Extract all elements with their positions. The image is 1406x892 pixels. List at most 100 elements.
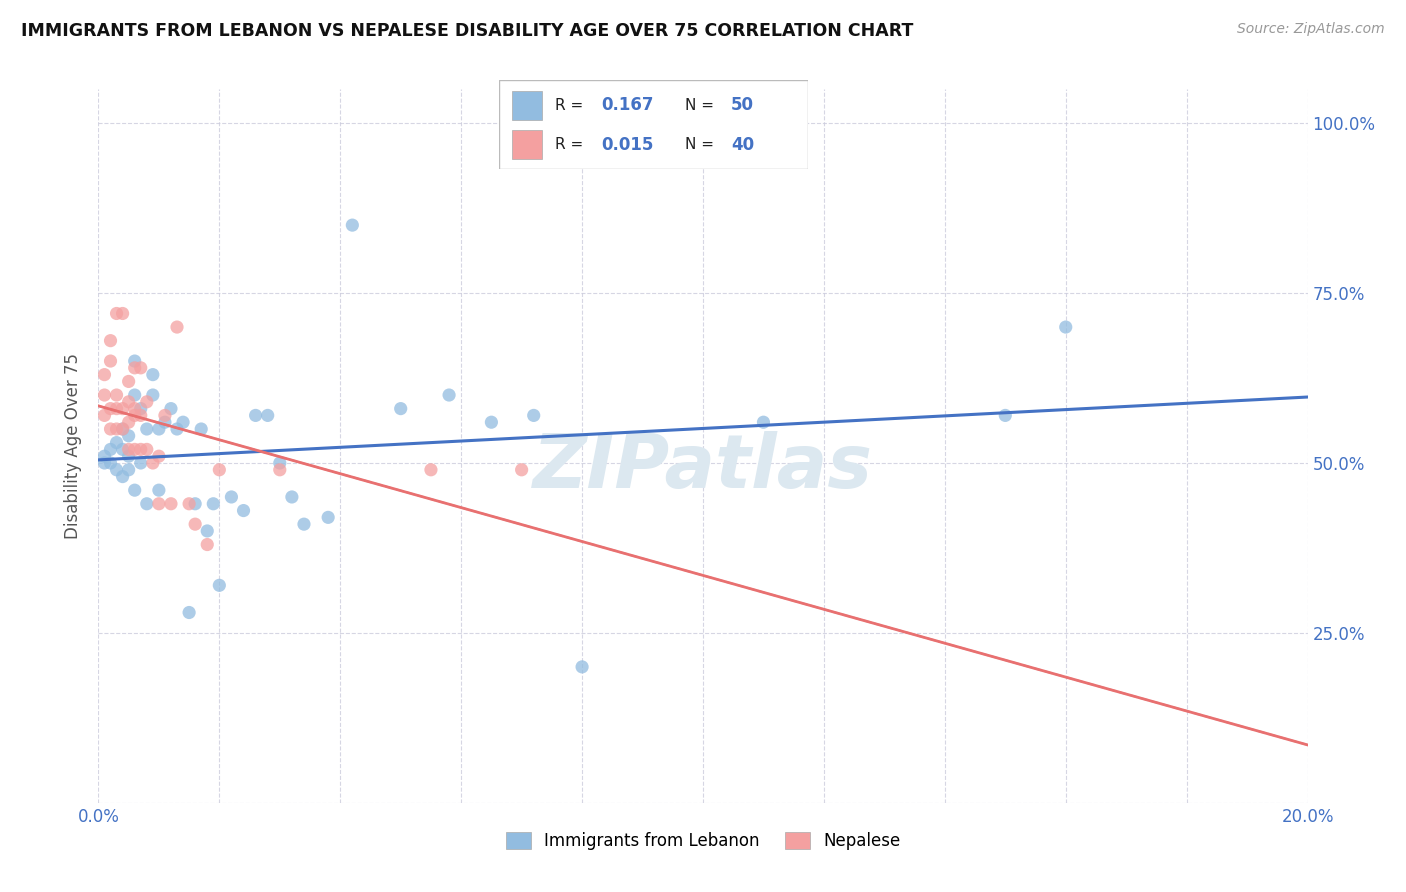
Point <box>148 483 170 498</box>
Point <box>105 463 128 477</box>
Point <box>195 537 218 551</box>
Point <box>111 442 134 457</box>
Point <box>105 401 128 416</box>
Point <box>437 388 460 402</box>
Point <box>166 320 188 334</box>
Point <box>124 409 146 423</box>
Point <box>93 449 115 463</box>
Point <box>481 415 503 429</box>
Point <box>221 490 243 504</box>
Point <box>93 368 115 382</box>
Point <box>135 442 157 457</box>
Point <box>510 463 533 477</box>
Text: N =: N = <box>685 137 718 152</box>
Point <box>281 490 304 504</box>
Point <box>523 409 546 423</box>
Point <box>184 517 207 532</box>
Text: R =: R = <box>555 137 588 152</box>
Point <box>142 368 165 382</box>
Point <box>93 388 115 402</box>
Point <box>100 354 122 368</box>
Text: 40: 40 <box>731 136 754 153</box>
Point <box>129 360 152 375</box>
Text: N =: N = <box>685 98 718 112</box>
Text: IMMIGRANTS FROM LEBANON VS NEPALESE DISABILITY AGE OVER 75 CORRELATION CHART: IMMIGRANTS FROM LEBANON VS NEPALESE DISA… <box>21 22 914 40</box>
Bar <box>512 130 543 159</box>
Point <box>142 388 165 402</box>
Text: Source: ZipAtlas.com: Source: ZipAtlas.com <box>1237 22 1385 37</box>
Legend: Immigrants from Lebanon, Nepalese: Immigrants from Lebanon, Nepalese <box>498 824 908 859</box>
Point <box>208 578 231 592</box>
Point <box>135 422 157 436</box>
Point <box>118 442 141 457</box>
Point <box>184 497 207 511</box>
Point <box>420 463 443 477</box>
Point <box>118 463 141 477</box>
Point <box>118 415 141 429</box>
Point <box>100 442 122 457</box>
Point <box>124 483 146 498</box>
Point <box>118 449 141 463</box>
Point <box>142 456 165 470</box>
Point <box>179 606 201 620</box>
Point <box>232 503 254 517</box>
Point <box>124 360 146 375</box>
Point <box>160 497 183 511</box>
Point <box>118 394 141 409</box>
Point <box>93 409 115 423</box>
Point <box>256 409 278 423</box>
Point <box>100 422 122 436</box>
Point <box>100 456 122 470</box>
Point <box>93 456 115 470</box>
Point <box>111 422 134 436</box>
Point <box>202 497 225 511</box>
FancyBboxPatch shape <box>499 80 808 169</box>
Point <box>316 510 339 524</box>
Point <box>292 517 315 532</box>
Point <box>129 456 152 470</box>
Point <box>118 429 141 443</box>
Point <box>571 660 593 674</box>
Point <box>135 394 157 409</box>
Point <box>105 435 128 450</box>
Text: 0.167: 0.167 <box>602 96 654 114</box>
Point <box>124 388 146 402</box>
Point <box>100 334 122 348</box>
Point <box>269 456 291 470</box>
Point <box>148 497 170 511</box>
Point <box>342 218 364 232</box>
Point <box>172 415 194 429</box>
Point <box>994 409 1017 423</box>
Point <box>124 442 146 457</box>
Point <box>129 409 152 423</box>
Point <box>245 409 267 423</box>
Point <box>153 415 176 429</box>
Text: 50: 50 <box>731 96 754 114</box>
Point <box>1054 320 1077 334</box>
Point <box>135 497 157 511</box>
Point <box>195 524 218 538</box>
Point <box>153 409 176 423</box>
Point <box>389 401 412 416</box>
Point <box>166 422 188 436</box>
Point <box>208 463 231 477</box>
Point <box>105 422 128 436</box>
Point <box>111 401 134 416</box>
Point <box>124 354 146 368</box>
Point <box>179 497 201 511</box>
Point <box>148 449 170 463</box>
Text: 0.015: 0.015 <box>602 136 654 153</box>
Point <box>124 401 146 416</box>
Bar <box>512 91 543 120</box>
Point <box>111 306 134 320</box>
Point <box>105 306 128 320</box>
Text: ZIPatlas: ZIPatlas <box>533 431 873 504</box>
Point <box>129 442 152 457</box>
Text: R =: R = <box>555 98 588 112</box>
Point <box>111 469 134 483</box>
Point <box>118 375 141 389</box>
Point <box>129 401 152 416</box>
Point <box>160 401 183 416</box>
Point <box>269 463 291 477</box>
Point <box>100 401 122 416</box>
